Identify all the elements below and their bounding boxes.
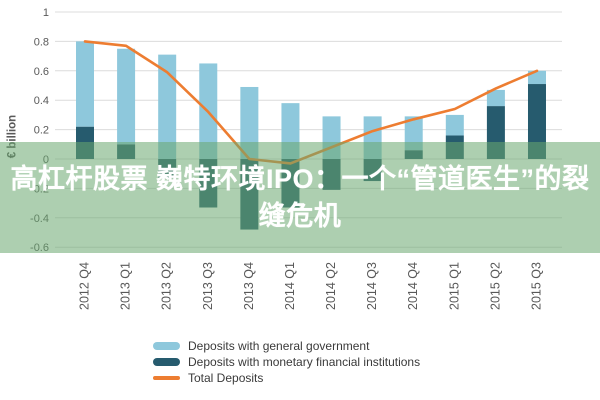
x-tick-label: 2012 Q4 — [78, 262, 92, 310]
bar-segment-gov — [117, 48, 136, 145]
x-tick-label: 2014 Q1 — [283, 262, 297, 310]
legend-label: Total Deposits — [188, 371, 264, 385]
x-tick-label: 2014 Q2 — [324, 262, 338, 310]
y-tick-label: 0.8 — [34, 36, 49, 48]
x-tick-label: 2015 Q3 — [529, 262, 543, 310]
legend-row-total-deposits: Total Deposits — [153, 370, 420, 386]
total-deposits-line-swatch-icon — [153, 376, 180, 380]
x-tick-label: 2013 Q4 — [242, 262, 256, 310]
legend-row-general-government: Deposits with general government — [153, 338, 420, 354]
y-tick-label: 0.2 — [34, 125, 49, 137]
bar-segment-gov — [404, 116, 423, 151]
headline-overlay-band: 高杠杆股票 巍特环境IPO：一个“管道医生”的裂 缝危机 — [0, 142, 600, 253]
x-tick-label: 2014 Q3 — [365, 262, 379, 310]
legend-label: Deposits with monetary financial institu… — [188, 355, 421, 369]
chart-legend: Deposits with general government Deposit… — [153, 338, 420, 386]
y-tick-label: 1 — [43, 7, 49, 19]
x-tick-label: 2013 Q2 — [160, 262, 174, 310]
x-tick-label: 2013 Q3 — [201, 262, 215, 310]
x-tick-label: 2013 Q1 — [119, 262, 133, 310]
general-government-swatch-icon — [153, 342, 180, 350]
y-tick-label: 0.4 — [34, 95, 49, 107]
x-tick-label: 2014 Q4 — [406, 262, 420, 310]
y-tick-label: 0.6 — [34, 66, 49, 78]
bar-segment-gov — [445, 114, 464, 136]
monetary-financial-swatch-icon — [153, 358, 180, 366]
legend-label: Deposits with general government — [188, 339, 370, 353]
headline-line-1: 高杠杆股票 巍特环境IPO：一个“管道医生”的裂 — [10, 163, 590, 194]
bar-segment-gov — [76, 41, 94, 127]
legend-row-monetary-financial: Deposits with monetary financial institu… — [153, 354, 420, 370]
bar-segment-gov — [158, 54, 177, 159]
bar-segment-gov — [486, 89, 505, 107]
headline-line-2: 缝危机 — [258, 200, 342, 231]
x-tick-label: 2015 Q2 — [488, 262, 502, 310]
bar-segment-gov — [240, 86, 259, 159]
x-tick-label: 2015 Q1 — [447, 262, 461, 310]
bar-segment-mfi — [527, 84, 546, 159]
